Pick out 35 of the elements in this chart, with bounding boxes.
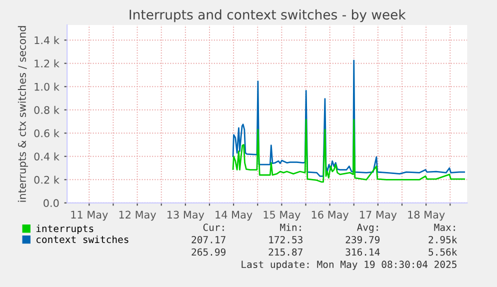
chart-title: Interrupts and context switches - by week [130,9,406,22]
text: Max: [434,224,455,232]
y-tick-label: 0.2 k [34,176,60,184]
x-tick-label: 18 May [408,210,445,221]
y-tick-label: 0.0 [44,199,59,208]
legend-label: context switches [36,236,128,244]
legend-label: interrupts [36,224,94,234]
x-tick-label: 11 May [71,210,108,221]
line-series [232,119,466,183]
text: Min: [280,223,301,231]
y-tick-label: 0.6 k [34,129,60,138]
y-tick-label: 1.0 k [34,82,60,91]
text: 316.14 [346,248,380,256]
text: 215.87 [268,248,302,256]
y-tick-label: 0.4 k [34,152,60,160]
x-tick-label: 16 May [312,210,349,221]
text: Avg: [356,224,378,233]
x-tick-label: 12 May [119,210,156,221]
x-tick-label: 13 May [168,210,204,221]
text: 5.56k [428,248,458,256]
text: 239.79 [346,236,380,244]
x-tick-label: 17 May [360,210,397,221]
line-series [232,60,466,177]
x-tick-label: 14 May [216,210,252,221]
text: 265.99 [192,248,226,256]
y-tick-label: 1.4 k [34,36,60,44]
x-tick-label: 15 May [264,210,300,221]
text: 172.53 [269,236,302,244]
y-tick-label: 1.2 k [34,59,60,68]
y-tick-label: 0.8 k [34,106,60,114]
text: Last update: Mon May 19 08:30:04 2025 [242,260,456,270]
text: Cur: [203,224,224,232]
y-axis-title: interrupts & ctx switches / second [18,26,28,202]
text: 207.17 [192,236,226,244]
text: 2.95k [428,236,458,244]
